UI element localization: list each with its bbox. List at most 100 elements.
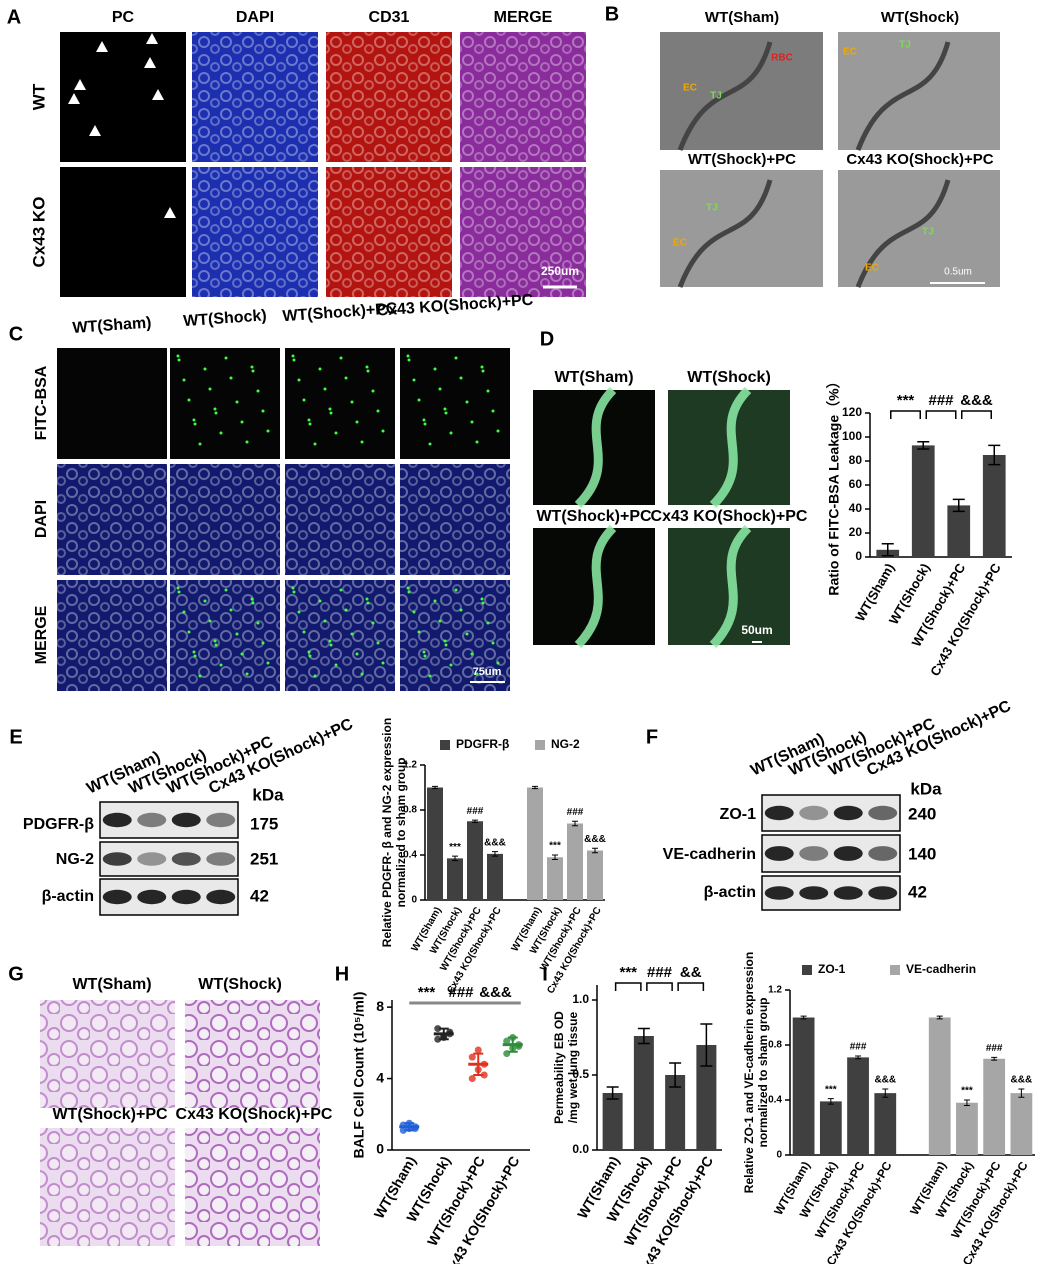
vessel <box>574 524 617 649</box>
error-bar <box>1018 1088 1025 1098</box>
image-annotation: EC <box>683 83 697 94</box>
fitc-signal <box>491 409 495 413</box>
fitc-signal <box>297 610 301 614</box>
fitc-signal <box>449 431 453 435</box>
error-bar <box>473 1052 484 1076</box>
error-bar <box>606 1086 619 1100</box>
image-title: WT(Shock)+PC <box>536 508 652 525</box>
error-bar <box>572 820 578 827</box>
blot-band <box>833 886 863 900</box>
fitc-signal <box>433 367 437 371</box>
y-axis-title: Ratio of FITC-BSA Leakage（%） <box>826 374 842 595</box>
fitc-signal <box>328 639 332 643</box>
bar <box>874 1093 897 1155</box>
image-title: WT(Sham) <box>554 369 633 386</box>
fitc-signal <box>250 365 254 369</box>
fitc-signal <box>307 650 311 654</box>
fitc-signal <box>412 610 416 614</box>
blot-band <box>206 812 236 828</box>
blot-band <box>833 846 863 861</box>
fitc-signal <box>438 619 442 623</box>
fitc-signal <box>235 400 239 404</box>
data-point <box>503 1037 511 1045</box>
significance-label: ### <box>467 806 484 817</box>
row-label: DAPI <box>33 500 50 538</box>
blot-band <box>171 812 201 828</box>
blot-band <box>799 886 829 900</box>
error-bar <box>492 851 498 857</box>
fitc-signal <box>176 586 180 590</box>
blot-band <box>799 805 829 821</box>
blot-band <box>764 886 794 900</box>
fitc-signal <box>208 387 212 391</box>
fitc-signal <box>454 356 458 360</box>
y-axis-title: Relative PDGFR- β and NG-2 expression <box>380 718 394 947</box>
fitc-signal <box>486 389 490 393</box>
image-annotation: RBC <box>771 53 793 64</box>
fitc-signal <box>423 654 427 658</box>
fitc-signal <box>177 358 181 362</box>
significance-label: ### <box>850 1042 867 1053</box>
fitc-signal <box>245 440 249 444</box>
legend-label: VE-cadherin <box>906 962 976 976</box>
fitc-signal <box>329 411 333 415</box>
fitc-signal <box>366 369 370 373</box>
fitc-signal <box>182 610 186 614</box>
fitc-signal <box>422 418 426 422</box>
blot-band <box>206 852 236 866</box>
fitc-signal <box>308 422 312 426</box>
fitc-signal <box>245 672 249 676</box>
fitc-signal <box>459 376 463 380</box>
fitc-signal <box>444 643 448 647</box>
significance-label: *** <box>961 1086 973 1097</box>
panel-letter: E <box>9 726 22 748</box>
texture <box>185 1128 320 1246</box>
error-bar <box>532 785 538 790</box>
fitc-signal <box>486 621 490 625</box>
image-title: WT(Shock) <box>881 9 959 26</box>
fitc-signal <box>366 601 370 605</box>
blot-band <box>102 889 132 905</box>
fitc-signal <box>376 409 380 413</box>
texture <box>460 32 586 162</box>
texture <box>326 167 452 297</box>
y-tick-label: 0.0 <box>572 1142 589 1156</box>
bar <box>527 787 543 900</box>
fitc-signal <box>229 376 233 380</box>
protein-label: β-actin <box>704 884 756 901</box>
image-annotation: TJ <box>706 203 718 214</box>
y-tick-label: 0.8 <box>768 1040 782 1051</box>
tem-image <box>838 170 1000 287</box>
significance-label: ### <box>986 1043 1003 1054</box>
image-title: Cx43 KO(Shock)+PC <box>651 508 808 525</box>
kda-value: 251 <box>250 849 278 868</box>
fitc-signal <box>465 632 469 636</box>
fitc-signal <box>412 378 416 382</box>
fitc-signal <box>381 661 385 665</box>
kda-label: kDa <box>910 779 942 798</box>
fitc-signal <box>344 608 348 612</box>
fitc-signal <box>208 619 212 623</box>
y-axis-title: Relative ZO-1 and VE-cadherin expression <box>742 952 756 1193</box>
panel-letter: F <box>646 726 658 748</box>
y-tick-label: 0 <box>411 895 417 906</box>
fitc-signal <box>224 588 228 592</box>
significance-bracket <box>925 410 957 419</box>
fitc-signal <box>417 398 421 402</box>
texture <box>40 1128 175 1246</box>
micrograph <box>57 348 167 459</box>
bar <box>602 1093 623 1150</box>
y-tick-label: 8 <box>376 998 384 1014</box>
y-axis-title: normalized to sham group <box>756 997 770 1147</box>
fitc-signal <box>371 621 375 625</box>
panel-letter: B <box>605 3 619 25</box>
data-point <box>399 1126 407 1134</box>
kda-value: 175 <box>250 814 278 833</box>
data-point <box>474 1046 482 1054</box>
fitc-signal <box>213 407 217 411</box>
y-axis-title: BALF Cell Count (10⁵/ml) <box>351 992 367 1159</box>
fitc-signal <box>422 650 426 654</box>
column-title: WT(Shock) <box>183 307 268 330</box>
image-title: WT(Shock) <box>198 976 282 993</box>
